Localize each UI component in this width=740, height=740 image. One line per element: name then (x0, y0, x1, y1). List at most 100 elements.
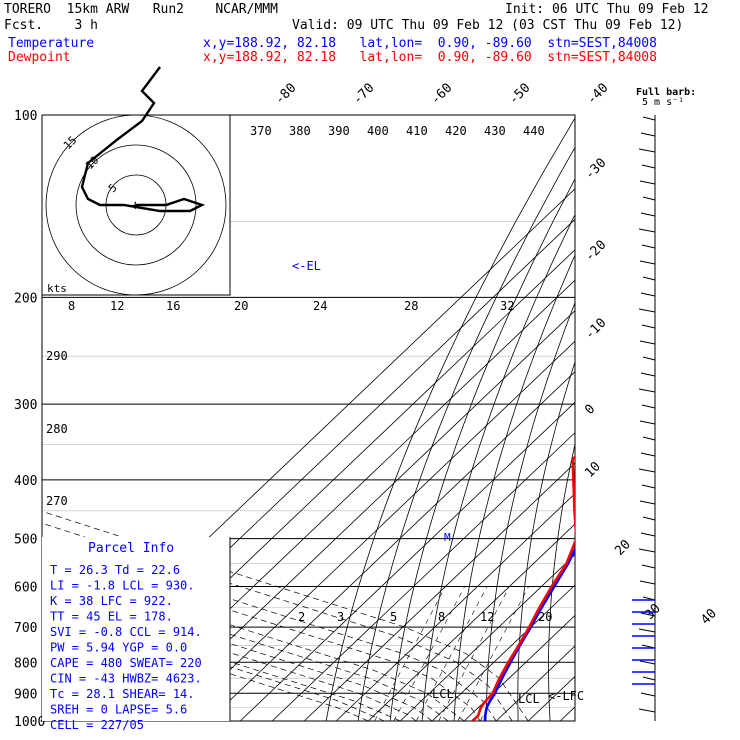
hodograph-trace (80, 66, 206, 213)
el-label: <-EL (292, 259, 321, 273)
theta-e-label: 270 (46, 494, 68, 508)
parcel-info-row: K = 38 LFC = 922. (50, 594, 173, 608)
theta-label: 380 (289, 124, 311, 138)
wind-barb (638, 228, 656, 233)
temperature-profile (483, 546, 575, 721)
isotherm-line (303, 462, 575, 721)
model-title: TORERO 15km ARW Run2 NCAR/MMM (4, 2, 278, 17)
wind-barb (642, 516, 656, 521)
parcel-info-row: CELL = 227/05 (50, 718, 144, 732)
dry-adiabat-line (325, 117, 575, 721)
wind-barb (641, 404, 656, 409)
mixing-ratio-label: 20 (234, 299, 248, 313)
mixing-ratio-label: 20 (538, 610, 552, 624)
mixing-ratio-label: 8 (68, 299, 75, 313)
wind-barb (638, 548, 656, 553)
theta-label: 420 (445, 124, 467, 138)
theta-label: 440 (523, 124, 545, 138)
pressure-tick-label: 500 (14, 533, 37, 548)
parcel-info-row: TT = 45 EL = 178. (50, 610, 173, 624)
lcl-label-left: LCL (432, 687, 454, 701)
pressure-tick-label: 600 (14, 581, 37, 596)
wind-barb (638, 708, 656, 713)
theta-e-label: 280 (46, 422, 68, 436)
wind-barb (640, 132, 656, 137)
dry-adiabat-line (548, 442, 575, 721)
wind-barb (638, 148, 656, 153)
wind-barb (642, 676, 656, 681)
hodograph-ring (45, 114, 227, 296)
wind-barb (639, 420, 656, 425)
wind-barb (640, 612, 656, 617)
pressure-tick-label: 100 (14, 109, 37, 124)
theta-label: 390 (328, 124, 350, 138)
dry-adiabat-line (662, 115, 740, 721)
temperature-label: Temperature (8, 36, 95, 51)
wind-barb (638, 468, 656, 473)
dry-adiabat-line (421, 213, 575, 721)
isotherm-label-right: -10 (582, 316, 609, 343)
pressure-tick-label: 700 (14, 621, 37, 636)
wind-barb (639, 180, 656, 185)
dry-adiabat-line (517, 360, 575, 721)
wind-barb (641, 564, 656, 569)
barb-legend-value: 5 m s⁻¹ (642, 97, 685, 108)
parcel-info-row: Tc = 28.1 SHEAR= 14. (50, 687, 195, 701)
barb-legend-title: Full barb: (636, 87, 697, 98)
wind-barb (638, 308, 656, 313)
wind-barb (642, 116, 656, 121)
theta-label: 430 (484, 124, 506, 138)
parcel-info-row: PW = 5.94 YGP = 0.0 (50, 641, 187, 655)
mixing-ratio-label: 12 (480, 610, 494, 624)
hodograph-ring (75, 144, 197, 266)
station-line-temp: x,y=188.92, 82.18 lat,lon= 0.90, -89.60 … (203, 36, 657, 51)
parcel-info-row: SVI = -0.8 CCL = 914. (50, 625, 202, 639)
parcel-info-title: Parcel Info (88, 541, 174, 556)
wind-barb (639, 580, 656, 585)
isotherm-line (175, 340, 575, 721)
parcel-info-row: LI = -1.8 LCL = 930. (50, 579, 195, 593)
wind-barb (642, 356, 656, 361)
moist-adiabat-line (42, 538, 497, 721)
mixing-ratio-label: 5 (390, 610, 397, 624)
wind-barb (642, 196, 656, 201)
dry-adiabat-line (607, 115, 726, 721)
dewpoint-label: Dewpoint (8, 50, 71, 65)
mixing-ratio-label: 3 (337, 610, 344, 624)
dry-adiabat-line (389, 178, 575, 721)
wind-barb (640, 452, 656, 457)
marker-m: M (444, 531, 451, 544)
dry-adiabat-line (689, 115, 740, 721)
isotherm-line (143, 310, 575, 721)
parcel-info-row: SREH = 0 LAPSE= 5.6 (50, 703, 187, 717)
parcel-info-panel: Parcel Info T = 26.3 Td = 22.6 LI = -1.8 L… (42, 537, 231, 732)
wind-barb (639, 660, 656, 665)
dry-adiabat-line (357, 146, 575, 721)
theta-label: 370 (250, 124, 272, 138)
wind-barb (638, 628, 656, 633)
isotherm-label-top: -50 (506, 81, 533, 108)
wind-barb (640, 212, 656, 217)
isotherm-label-right: 10 (582, 459, 604, 481)
isotherm-line (207, 371, 575, 721)
mixing-ratio-label: 8 (438, 610, 445, 624)
isotherm-label-right: -20 (582, 238, 609, 265)
dewpoint-profile (471, 455, 575, 721)
wind-barb (642, 276, 656, 281)
pressure-tick-label: 400 (14, 474, 37, 489)
isotherm-line (239, 401, 575, 721)
wind-barbs (632, 115, 656, 721)
isotherm-label-right: -30 (582, 156, 609, 183)
isotherm-label-right: 40 (698, 606, 720, 628)
hodograph-units: kts (47, 282, 67, 295)
isotherm-line (463, 614, 575, 721)
plot-frame (41, 114, 576, 722)
theta-label: 400 (367, 124, 389, 138)
wind-barb (641, 484, 656, 489)
pressure-tick-label: 800 (14, 656, 37, 671)
valid-time: Valid: 09 UTC Thu 09 Feb 12 (03 CST Thu … (292, 18, 684, 33)
isotherm-line (367, 523, 575, 721)
parcel-info-row: T = 26.3 Td = 22.6 (50, 563, 180, 577)
